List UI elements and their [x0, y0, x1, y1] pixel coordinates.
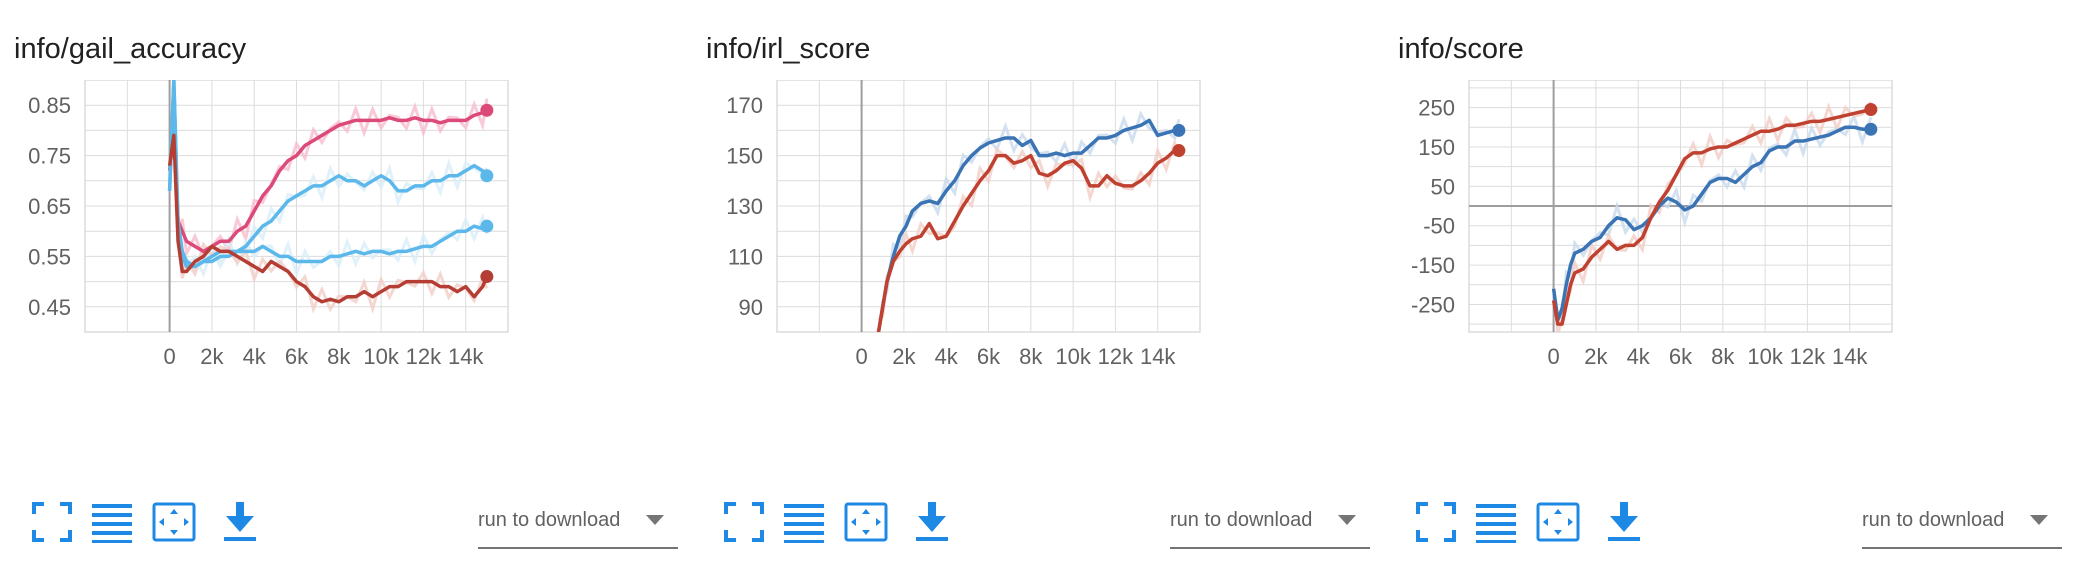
- fit-to-data-icon[interactable]: [152, 500, 196, 544]
- chart-card: info/gail_accuracy 0.45 0.55 0.65 0.75 0.85 0…: [0, 0, 692, 588]
- fit-to-data-icon[interactable]: [844, 500, 888, 544]
- series-group: [1551, 100, 1873, 332]
- chevron-down-icon: [646, 515, 664, 525]
- y-tick-label: 150: [726, 144, 763, 169]
- y-tick-label: 0.45: [28, 295, 71, 320]
- y-tick-label: 130: [726, 194, 763, 219]
- chart-title: info/score: [1398, 33, 1524, 65]
- x-tick-label: 10k: [1747, 344, 1783, 369]
- run-select[interactable]: run to download: [1170, 505, 1370, 549]
- x-tick-label: 14k: [448, 344, 484, 369]
- fullscreen-icon[interactable]: [722, 500, 766, 544]
- x-tick-label: 2k: [200, 344, 224, 369]
- chart-plot[interactable]: -250 -150 -50 50 150 250 0 2k 4k 6k 8k 10k 12k 14k: [1384, 80, 2076, 480]
- x-tick-label: 4k: [935, 344, 959, 369]
- series-line: [167, 80, 489, 269]
- y-tick-label: 110: [728, 244, 763, 269]
- series-end-marker: [480, 103, 494, 117]
- y-tick-label: 90: [739, 295, 763, 320]
- x-tick-label: 8k: [1019, 344, 1043, 369]
- series-line: [876, 148, 1179, 332]
- y-tick-label: 150: [1418, 135, 1455, 160]
- x-tick-label: 4k: [1627, 344, 1651, 369]
- y-tick-label: 50: [1431, 174, 1455, 199]
- list-icon[interactable]: [782, 500, 826, 544]
- series-group: [167, 80, 489, 315]
- x-tick-label: 8k: [1711, 344, 1735, 369]
- x-tick-label: 14k: [1832, 344, 1868, 369]
- series-group: [876, 110, 1181, 332]
- y-tick-label: 250: [1418, 96, 1455, 121]
- y-tick-label: 0.55: [28, 244, 71, 269]
- series-raw-line: [877, 138, 1181, 322]
- y-tick-label: -50: [1423, 214, 1455, 239]
- download-icon[interactable]: [218, 500, 262, 544]
- chevron-down-icon: [2030, 515, 2048, 525]
- list-icon[interactable]: [1474, 500, 1518, 544]
- series-raw-line: [877, 110, 1181, 332]
- series-line: [1551, 125, 1871, 322]
- series-end-marker: [1172, 144, 1186, 158]
- download-icon[interactable]: [1602, 500, 1646, 544]
- x-tick-label: 10k: [363, 344, 399, 369]
- x-tick-label: 0: [1547, 344, 1559, 369]
- download-icon[interactable]: [910, 500, 954, 544]
- series-line: [1551, 107, 1872, 326]
- chart-plot[interactable]: 90 110 130 150 170 0 2k 4k 6k 8k 10k 12k 14k: [692, 80, 1384, 480]
- series-line: [167, 133, 489, 304]
- x-tick-label: 2k: [1584, 344, 1608, 369]
- x-tick-label: 0: [163, 344, 175, 369]
- x-tick-label: 14k: [1140, 344, 1176, 369]
- x-tick-label: 0: [855, 344, 867, 369]
- series-end-marker: [480, 169, 494, 183]
- run-select-label: run to download: [1862, 509, 2005, 531]
- series-end-marker: [1172, 123, 1186, 137]
- series-raw-line: [168, 131, 489, 315]
- fit-to-data-icon[interactable]: [1536, 500, 1580, 544]
- x-tick-label: 12k: [1790, 344, 1826, 369]
- chart-title: info/irl_score: [706, 33, 871, 65]
- list-icon[interactable]: [90, 500, 134, 544]
- run-select-label: run to download: [478, 509, 621, 531]
- chevron-down-icon: [1338, 515, 1356, 525]
- chart-card: info/irl_score 90 110 130 150 170 0 2k 4k 6k 8k 10…: [692, 0, 1384, 588]
- chart-card: info/score -250 -150 -50 50 150 250 0 2k 4k 6k 8k 1…: [1384, 0, 2076, 588]
- y-tick-label: 0.85: [28, 93, 71, 118]
- series-end-marker: [480, 219, 494, 233]
- x-tick-label: 6k: [285, 344, 309, 369]
- x-tick-label: 12k: [406, 344, 442, 369]
- series-end-marker: [1864, 122, 1878, 136]
- run-select-label: run to download: [1170, 509, 1313, 531]
- run-select[interactable]: run to download: [1862, 505, 2062, 549]
- y-tick-label: -250: [1411, 292, 1455, 317]
- x-tick-label: 2k: [892, 344, 916, 369]
- x-tick-label: 10k: [1055, 344, 1091, 369]
- y-tick-label: 170: [726, 93, 763, 118]
- y-tick-label: 0.65: [28, 194, 71, 219]
- fullscreen-icon[interactable]: [30, 500, 74, 544]
- x-tick-label: 6k: [1669, 344, 1693, 369]
- x-tick-label: 6k: [977, 344, 1001, 369]
- chart-plot[interactable]: 0.45 0.55 0.65 0.75 0.85 0 2k 4k 6k 8k 10k 12k 14k: [0, 80, 692, 480]
- x-tick-label: 4k: [243, 344, 267, 369]
- x-tick-label: 8k: [327, 344, 351, 369]
- run-select[interactable]: run to download: [478, 505, 678, 549]
- series-end-marker: [480, 270, 494, 284]
- series-end-marker: [1864, 103, 1878, 117]
- series-line: [167, 80, 488, 269]
- fullscreen-icon[interactable]: [1414, 500, 1458, 544]
- y-tick-label: 0.75: [28, 144, 71, 169]
- x-tick-label: 12k: [1098, 344, 1134, 369]
- y-tick-label: -150: [1411, 253, 1455, 278]
- chart-title: info/gail_accuracy: [14, 33, 247, 65]
- series-line: [876, 118, 1179, 332]
